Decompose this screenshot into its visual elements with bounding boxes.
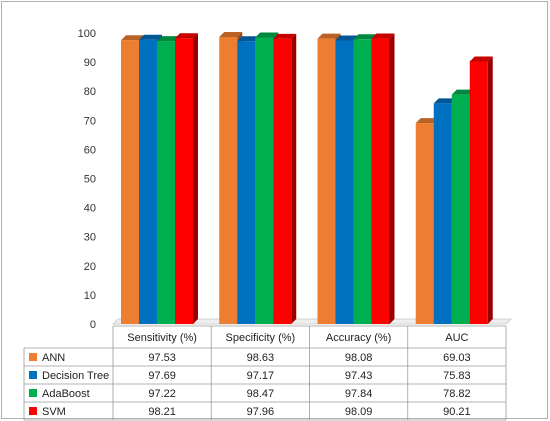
category-label: Accuracy (%) [326,332,391,344]
bar-top [469,56,493,62]
bar-top [433,98,457,104]
bar [255,37,274,324]
table-cell-value: 98.47 [247,388,275,400]
y-tick-label: 40 [84,203,96,215]
bar [469,61,488,325]
bar [433,103,452,324]
bar-top [371,33,395,39]
table-cell-value: 97.53 [148,352,176,364]
bar-top [219,31,243,37]
bar-top [139,34,162,40]
bar-top [451,89,475,95]
table-cell-value: 97.84 [345,388,373,400]
bar [273,38,292,324]
table-cell-value: 69.03 [443,352,471,364]
y-tick-label: 10 [84,290,96,302]
y-tick-label: 90 [84,57,96,69]
y-tick-label: 20 [84,261,96,273]
legend-label: Decision Tree [42,370,109,382]
bar-side [389,33,395,324]
bar-top [175,33,198,39]
table-cell-value: 97.17 [247,370,275,382]
y-tick-label: 30 [84,232,96,244]
y-tick-label: 0 [90,319,96,331]
bar [371,38,390,324]
table-cell-value: 75.83 [443,370,471,382]
legend-label: SVM [42,406,66,418]
bar-top [255,32,279,38]
bar [317,38,336,325]
bar [219,36,238,325]
table-cell-value: 97.96 [247,406,275,418]
legend-swatch [29,371,37,379]
table-cell-value: 97.69 [148,370,176,382]
table-cell-value: 98.08 [345,352,373,364]
category-label: Sensitivity (%) [127,332,197,344]
legend-swatch [29,353,37,361]
bar-top [335,35,359,41]
y-tick-label: 70 [84,115,96,127]
table-cell-value: 98.09 [345,406,373,418]
bar-top [317,33,341,39]
bar [353,39,372,325]
bar-top [157,36,180,42]
category-label: Specificity (%) [226,332,296,344]
bar-top [353,34,377,40]
bar-side [193,33,198,325]
table-cell-value: 78.82 [443,388,471,400]
table-cell-value: 97.43 [345,370,373,382]
bar [415,123,434,324]
bar [157,41,175,324]
table-cell-value: 90.21 [443,406,471,418]
bar [121,40,139,325]
bar [175,38,193,325]
bar-side [291,33,297,324]
y-tick-label: 60 [84,144,96,156]
y-tick-label: 80 [84,86,96,98]
bar [237,41,256,325]
bar-side [487,56,493,325]
bar [451,94,470,325]
legend-swatch [29,389,37,397]
legend-label: ANN [42,352,65,364]
category-label: AUC [445,332,468,344]
table-cell-value: 98.63 [247,352,275,364]
bar [335,40,354,324]
bar-top [273,33,297,39]
y-tick-label: 50 [84,174,96,186]
legend-swatch [29,407,37,415]
table-cell-value: 98.21 [148,406,176,418]
legend-label: AdaBoost [42,388,90,400]
y-tick-label: 100 [78,28,96,40]
bar-top [237,36,261,42]
bar-top [121,35,144,41]
bar [139,39,157,324]
table-cell-value: 97.22 [148,388,176,400]
bar-top [415,118,439,124]
